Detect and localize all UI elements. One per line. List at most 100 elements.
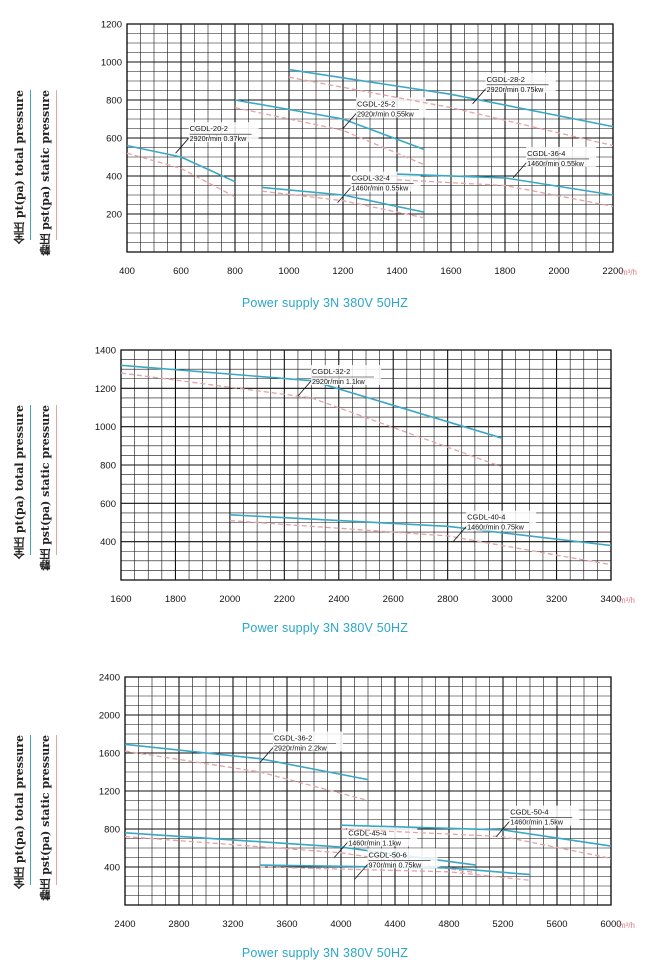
y-tick-label: 1200 [101, 20, 122, 31]
x-tick-label: 4000 [330, 919, 351, 930]
label-leader [495, 820, 511, 837]
x-tick-label: 600 [173, 266, 189, 277]
plot-frame [124, 676, 612, 906]
label-background [509, 805, 580, 826]
series-name-label: CGDL-28-2 [487, 75, 525, 84]
x-tick-label: 1200 [332, 266, 353, 277]
static-pressure-swatch [56, 90, 57, 240]
series-name-label: CGDL-36-2 [274, 734, 312, 743]
static-pressure-curve [340, 828, 612, 860]
series-name-label: CGDL-45-4 [348, 829, 386, 838]
series-spec-label: 1460r/min 0.55kw [527, 159, 585, 168]
x-tick-label: 2200 [602, 266, 623, 277]
fan-performance-chart-1: 400 600 800 1000 1200 1400 1600 1800 2000 2200 200… [101, 20, 637, 278]
static-pressure-curve [124, 750, 369, 802]
x-unit-label: m³/h [619, 596, 635, 605]
power-supply-caption: Power supply 3N 380V 50HZ [241, 296, 409, 310]
x-tick-label: 1400 [386, 266, 407, 277]
x-tick-label: 4400 [384, 919, 405, 930]
x-tick-label: 800 [227, 266, 243, 277]
total-pressure-curve [396, 173, 614, 196]
series-spec-label: 2920r/min 0.37kw [190, 134, 248, 143]
y-tick-label: 800 [106, 96, 122, 107]
y-tick-label: 400 [104, 863, 120, 874]
x-tick-label: 6000 [600, 919, 621, 930]
series-spec-label: 1460r/min 0.75kw [467, 523, 525, 532]
y-tick-label: 600 [106, 134, 122, 145]
x-tick-label: 2000 [548, 266, 569, 277]
label-background [356, 97, 426, 118]
series-spec-label: 2920r/min 0.75kw [487, 85, 545, 94]
total-pressure-swatch [30, 405, 31, 555]
series-name-label: CGDL-20-2 [190, 124, 228, 133]
y-axis-labels: 全压 pt(pa) total pressure 静压 pst(pa) stat… [4, 90, 60, 256]
label-leader [342, 112, 358, 129]
x-tick-label: 2800 [437, 594, 458, 605]
series-name-label: CGDL-50-6 [369, 850, 407, 859]
static-pressure-curve [261, 190, 425, 219]
series-name-label: CGDL-40-4 [467, 513, 505, 522]
grid [120, 349, 612, 581]
label-background [526, 146, 597, 167]
static-pressure-curve [234, 106, 425, 166]
total-pressure-swatch [30, 735, 31, 885]
series-spec-label: 1460r/min 1.1kw [348, 839, 402, 848]
label-leader [333, 841, 349, 858]
series-spec-label: 2920r/min 1.1kw [312, 377, 366, 386]
x-tick-label: 400 [119, 266, 135, 277]
label-background [466, 510, 537, 531]
label-background [485, 72, 556, 93]
y-tick-label: 400 [106, 172, 122, 183]
y-tick-label: 1000 [95, 422, 116, 433]
series-name-label: CGDL-32-2 [312, 367, 350, 376]
label-background [350, 171, 421, 192]
total-pressure-swatch [30, 90, 31, 240]
x-tick-label: 5200 [492, 919, 513, 930]
series-name-label: CGDL-32-4 [352, 174, 390, 183]
label-leader [512, 161, 528, 179]
x-tick-label: 3600 [276, 919, 297, 930]
static-pressure-swatch [56, 735, 57, 885]
total-pressure-curve [261, 186, 425, 213]
label-background [273, 731, 343, 752]
static-pressure-curve [229, 519, 612, 566]
y-tick-label: 1000 [101, 58, 122, 69]
y-tick-label: 2400 [99, 673, 120, 684]
y-tick-label: 1600 [99, 749, 120, 760]
static-pressure-swatch [56, 405, 57, 555]
total-pressure-curve [340, 824, 612, 847]
x-tick-label: 3000 [492, 594, 513, 605]
total-pressure-curve [288, 68, 614, 128]
series-name-label: CGDL-50-4 [510, 808, 548, 817]
series-spec-label: 2920r/min 2.2kw [274, 744, 328, 753]
x-tick-label: 2800 [168, 919, 189, 930]
x-tick-label: 1600 [110, 594, 131, 605]
label-leader [354, 863, 369, 880]
static-pressure-curve [259, 866, 531, 881]
label-leader [452, 525, 468, 542]
series-spec-label: 2920r/min 0.55kw [357, 110, 415, 119]
power-supply-caption: Power supply 3N 380V 50HZ [241, 621, 409, 635]
y-tick-label: 200 [106, 210, 122, 221]
y-axis-labels: 全压 pt(pa) total pressure 静压 pst(pa) stat… [4, 405, 60, 571]
label-leader [259, 746, 275, 763]
series-spec-label: 970r/min 0.75kw [369, 860, 423, 869]
x-tick-label: 4800 [438, 919, 459, 930]
x-tick-label: 2600 [383, 594, 404, 605]
label-leader [175, 136, 190, 154]
plot-frame [126, 23, 614, 253]
x-unit-label: m³/h [619, 921, 635, 930]
series-spec-label: 1460r/min 1.5kw [510, 818, 564, 827]
label-background [188, 122, 259, 143]
static-pressure-curve [396, 179, 614, 208]
static-pressure-curve [120, 372, 503, 468]
series-name-label: CGDL-36-4 [527, 149, 565, 158]
x-unit-label: m³/h [621, 268, 637, 277]
y-tick-label: 400 [100, 537, 116, 548]
static-pressure-curve [288, 76, 614, 147]
y-tick-label: 1200 [99, 787, 120, 798]
fan-performance-chart-2: 1600 1800 2000 2200 2400 2600 2800 3000 3200 3400… [95, 346, 635, 606]
y-tick-label: 1400 [95, 346, 116, 357]
total-pressure-curve [229, 514, 612, 547]
y-tick-label: 800 [104, 825, 120, 836]
